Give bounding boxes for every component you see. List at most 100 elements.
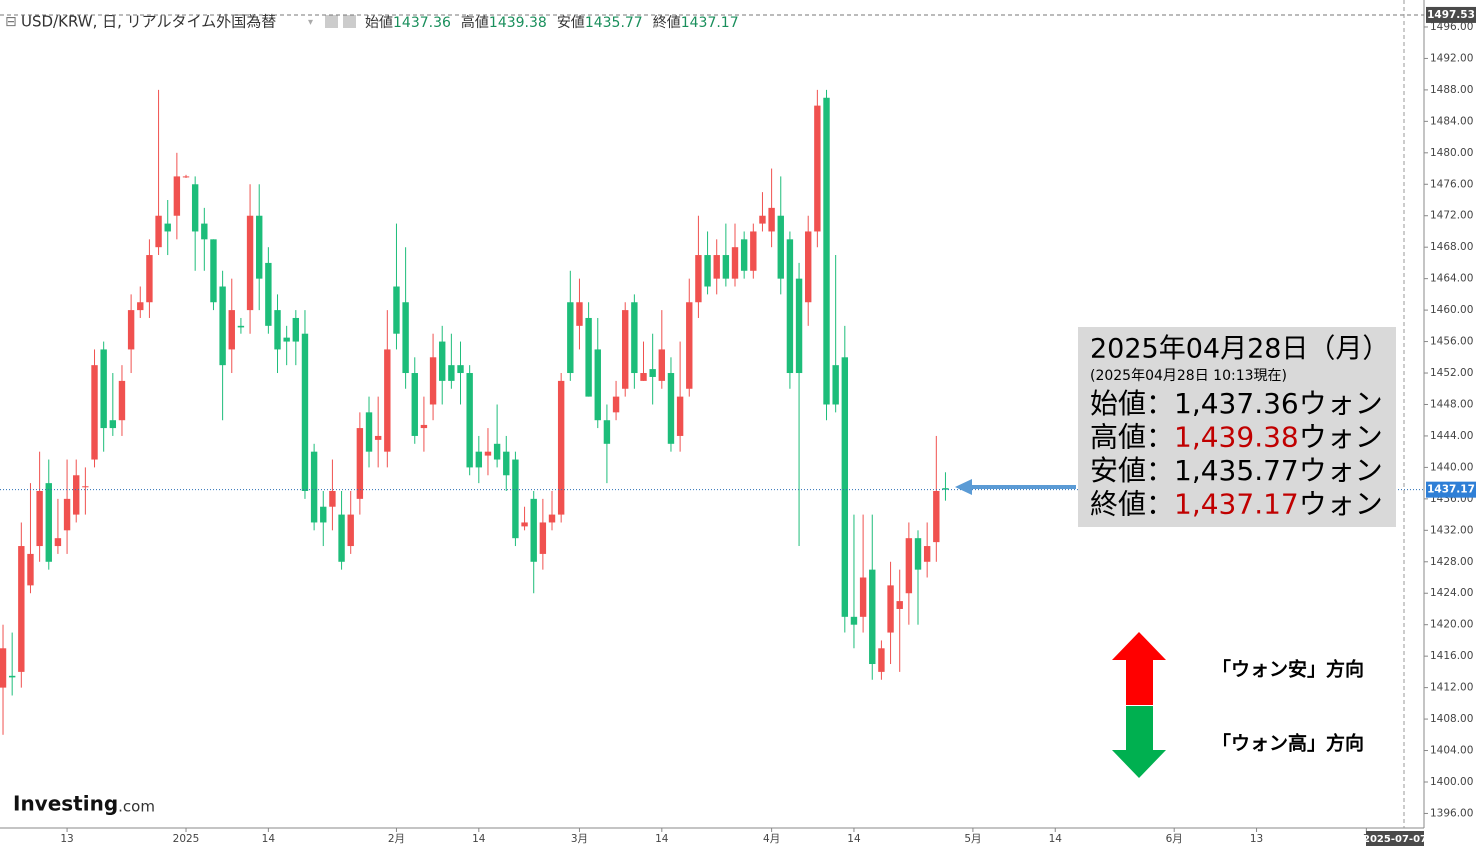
info-sep: ：	[1146, 387, 1174, 420]
candle-body	[905, 538, 913, 594]
candle-body	[384, 349, 391, 452]
y-tick-label: 1484.00	[1430, 115, 1473, 127]
x-tick-label: 14	[847, 833, 861, 845]
candle-body	[45, 483, 52, 562]
info-unit: ウォン	[1299, 488, 1383, 521]
candle-body	[823, 97, 830, 405]
candle-body	[0, 648, 7, 688]
candle-body	[923, 546, 931, 562]
x-tick-label: 2025	[173, 833, 200, 845]
settings-icon[interactable]	[325, 15, 338, 28]
candle-body	[612, 396, 620, 413]
candle-body	[173, 176, 181, 216]
candle-body	[539, 522, 547, 554]
candle-body	[503, 451, 510, 476]
candle-body	[914, 538, 922, 570]
candle-body	[219, 286, 226, 366]
candle-body	[146, 255, 153, 303]
candle-body	[850, 616, 858, 625]
x-tick-label: 3月	[571, 833, 588, 845]
candle-body	[411, 373, 418, 436]
candle-body	[576, 302, 583, 326]
last-price-label: 1437.17	[1427, 484, 1475, 496]
candle-body	[777, 215, 784, 279]
candle-body	[91, 365, 98, 460]
candle-body	[347, 514, 354, 547]
info-unit: ウォン	[1299, 421, 1383, 454]
y-tick-label: 1400.00	[1430, 776, 1473, 788]
collapse-icon[interactable]: ⊟	[5, 14, 17, 30]
y-tick-label: 1488.00	[1430, 84, 1473, 96]
x-tick-label: 14	[472, 833, 486, 845]
candle-body	[594, 349, 601, 421]
crosshair-x-tag	[1366, 831, 1424, 846]
candle-body	[320, 506, 327, 523]
ohlc-value: 1435.77	[585, 15, 643, 31]
candle-body	[246, 215, 254, 311]
crosshair-y-tag	[1426, 6, 1476, 23]
candle-body	[768, 207, 775, 232]
info-sep: ：	[1146, 454, 1174, 487]
candle-body	[731, 247, 739, 279]
down-arrow-icon	[1112, 706, 1166, 778]
candle-body	[439, 341, 446, 381]
candle-body	[548, 514, 556, 523]
ohlc-label: 終値	[653, 15, 681, 31]
info-date: 2025年04月28日（月）	[1090, 334, 1389, 365]
candle-body	[457, 365, 464, 374]
y-tick-label: 1396.00	[1430, 807, 1473, 819]
x-tick-label: 13	[1250, 833, 1263, 845]
candle-body	[27, 553, 34, 586]
ohlc-label: 始値	[365, 15, 393, 31]
candle-body	[36, 490, 43, 547]
candle-body	[814, 105, 821, 232]
candle-body	[740, 239, 748, 271]
candle-body	[704, 255, 711, 287]
candle-body	[750, 231, 757, 271]
crosshair-y-label: 1497.53	[1427, 9, 1475, 21]
candle-body	[878, 648, 885, 672]
candle-body	[676, 396, 684, 436]
candle-body	[274, 310, 281, 350]
info-sep: ：	[1146, 421, 1174, 454]
y-tick-label: 1424.00	[1430, 587, 1473, 599]
x-tick-label: 14	[655, 833, 669, 845]
ohlc-label: 安値	[557, 15, 585, 31]
candle-body	[695, 255, 702, 303]
candle-body	[557, 380, 565, 515]
candle-body	[832, 365, 839, 405]
y-tick-label: 1448.00	[1430, 398, 1473, 410]
candle-body	[237, 325, 245, 328]
candle-body	[567, 302, 574, 374]
y-tick-label: 1428.00	[1430, 556, 1473, 568]
info-value: 1,437.17	[1174, 488, 1299, 521]
candle-body	[301, 333, 309, 491]
candle-body	[896, 601, 903, 609]
y-tick-label: 1420.00	[1430, 619, 1473, 631]
y-tick-label: 1456.00	[1430, 336, 1473, 348]
info-label: 始値	[1090, 387, 1146, 420]
close-icon[interactable]	[343, 15, 356, 28]
candle-body	[109, 420, 117, 429]
candle-body	[786, 239, 794, 374]
info-sep: ：	[1146, 488, 1174, 521]
candle-body	[155, 215, 162, 248]
candle-body	[841, 357, 849, 617]
ohlc-value: 1437.17	[681, 15, 739, 31]
dropdown-icon[interactable]: ▾	[308, 17, 313, 28]
candle-body	[466, 373, 473, 468]
y-tick-label: 1476.00	[1430, 178, 1473, 190]
candle-body	[942, 488, 949, 490]
candle-body	[603, 420, 611, 444]
candle-body	[256, 215, 263, 279]
up-arrow-icon	[1112, 632, 1166, 705]
candle-body	[649, 369, 656, 377]
candle-body	[338, 514, 345, 562]
y-tick-label: 1496.00	[1430, 21, 1473, 33]
info-box	[1078, 327, 1396, 527]
candle-body	[805, 231, 812, 303]
candle-body	[530, 498, 537, 562]
y-tick-label: 1444.00	[1430, 430, 1473, 442]
